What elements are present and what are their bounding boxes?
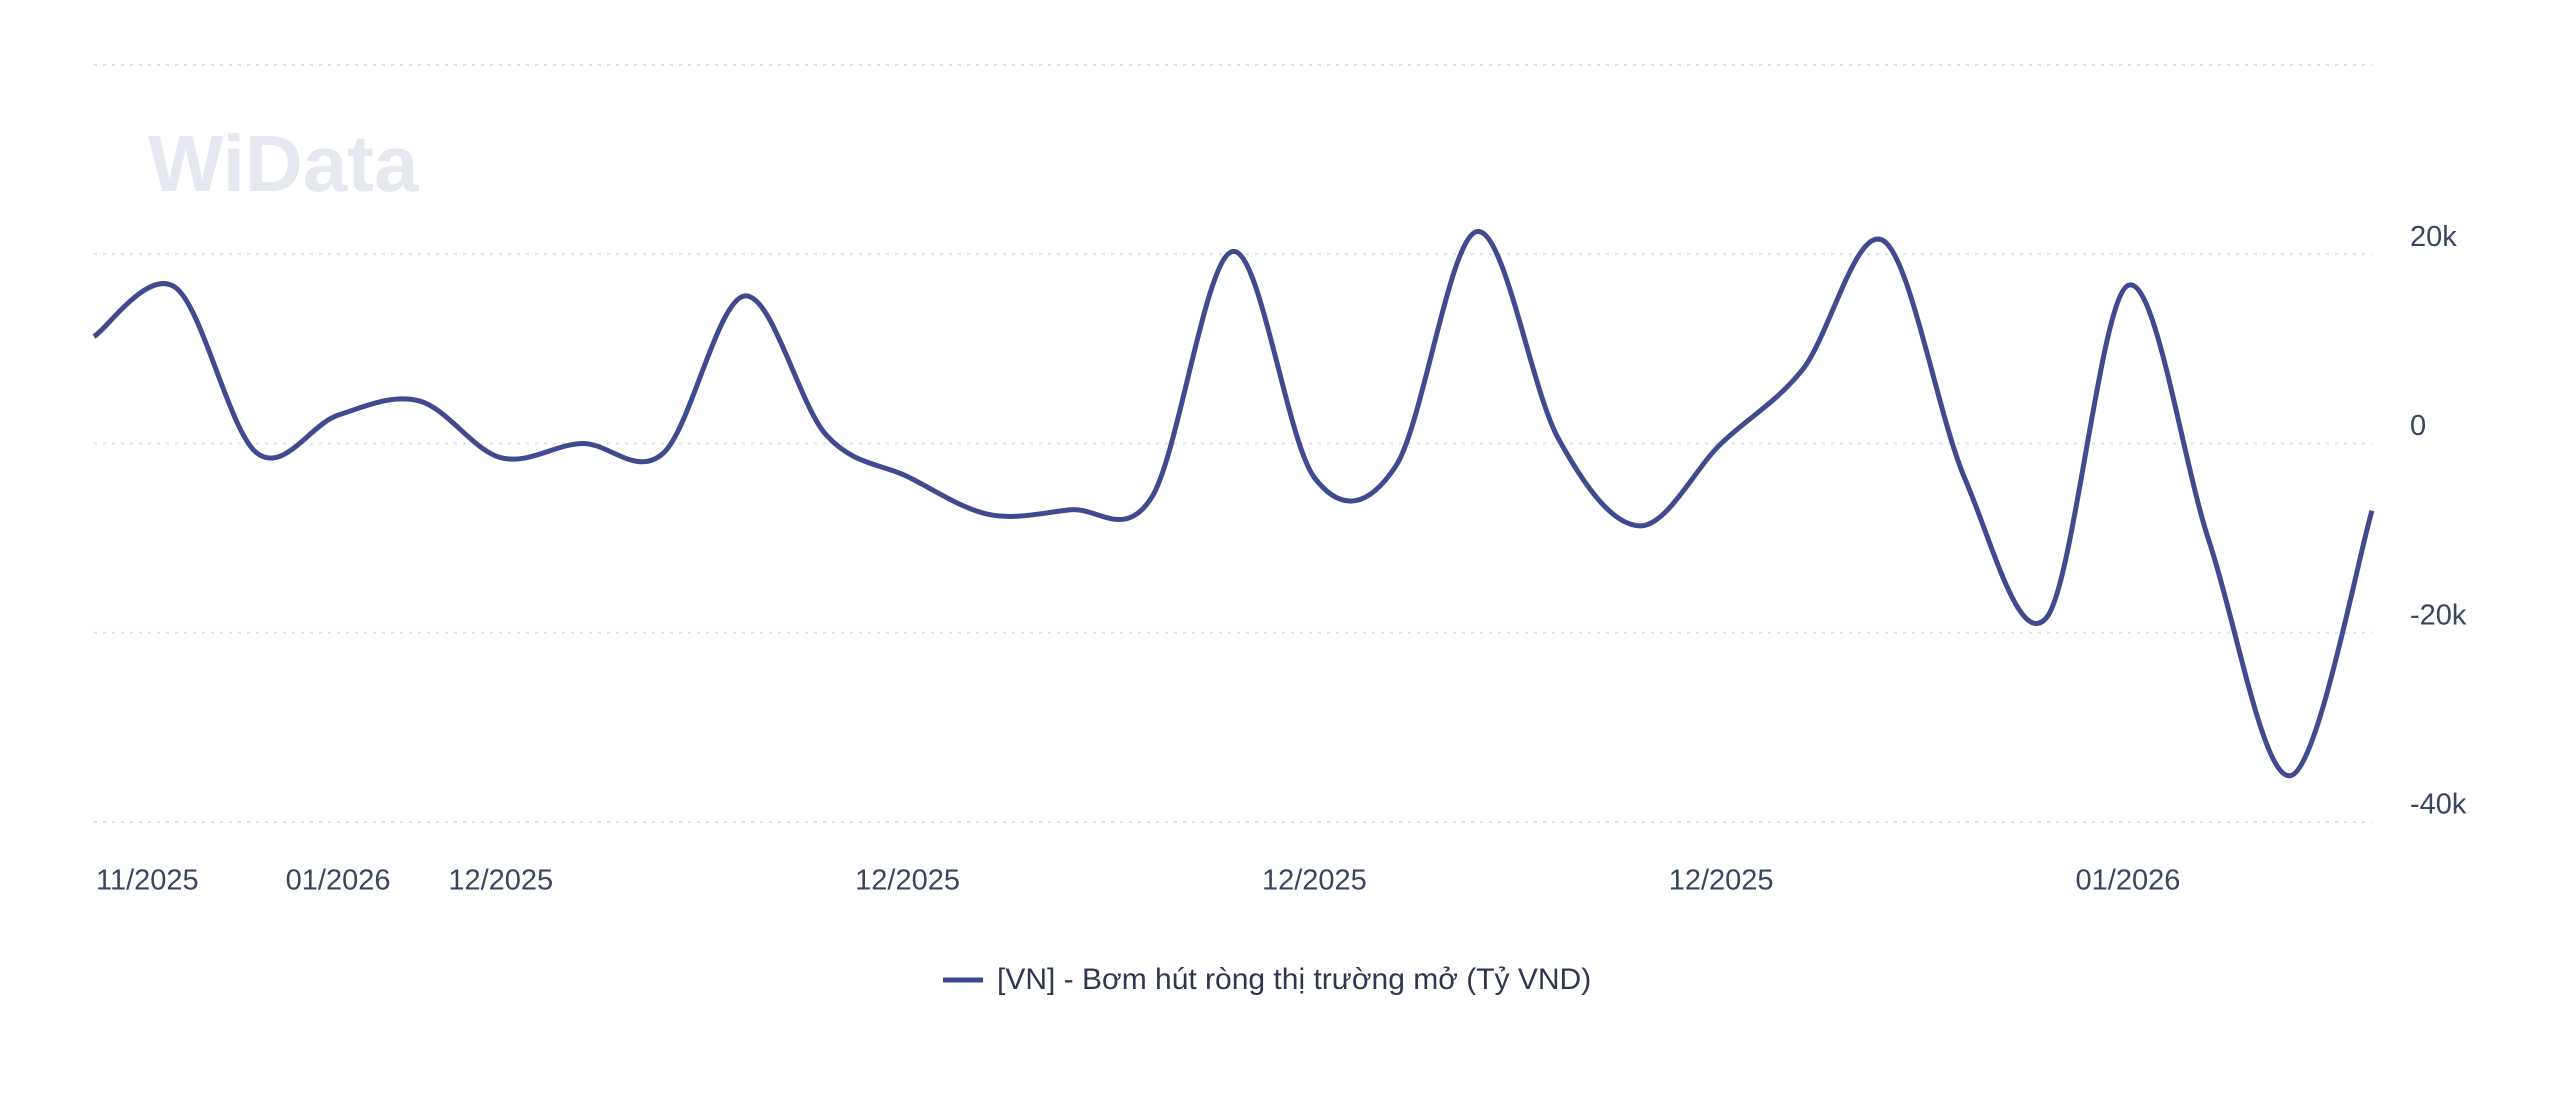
x-tick-label: 12/2025: [1262, 865, 1367, 897]
x-tick-label: 12/2025: [855, 865, 960, 897]
line: [92, 229, 2375, 779]
y-tick-label: 0: [2410, 410, 2426, 442]
y-tick-label: -20k: [2410, 599, 2467, 631]
x-tick-label: 01/2026: [286, 865, 391, 897]
watermark: WiData: [148, 119, 419, 208]
legend-label: [VN] - Bơm hút ròng thị trường mở (Tỷ VN…: [997, 963, 1591, 996]
y-tick-label: -40k: [2410, 789, 2467, 821]
x-tick-label: 12/2025: [448, 865, 553, 897]
x-tick-label: 11/2025: [96, 865, 199, 897]
x-tick-label: 12/2025: [1669, 865, 1774, 897]
x-tick-label: 01/2026: [2076, 865, 2181, 897]
y-tick-label: 20k: [2410, 221, 2457, 253]
